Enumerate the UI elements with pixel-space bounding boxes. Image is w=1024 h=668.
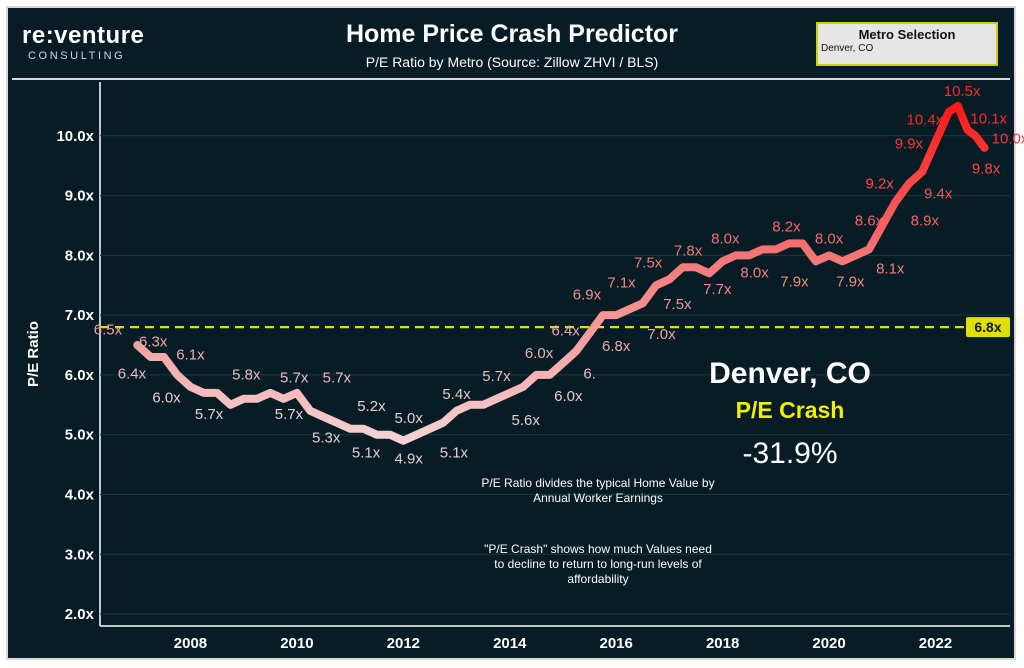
reference-line-label: 6.8x: [974, 319, 1001, 335]
data-label: 6.0x: [525, 345, 554, 362]
data-label: 6.5x: [94, 321, 123, 338]
y-tick-label: 6.0x: [65, 367, 95, 384]
data-label: 8.9x: [911, 212, 940, 229]
crash-label: P/E Crash: [735, 397, 845, 423]
data-label: 5.6x: [512, 412, 541, 429]
data-label: 6.0x: [554, 388, 583, 405]
data-label: 5.1x: [352, 444, 381, 461]
data-label: 7.5x: [663, 296, 692, 313]
data-label: 5.7x: [323, 370, 352, 387]
data-label: 7.7x: [703, 281, 732, 298]
x-tick-label: 2016: [600, 635, 633, 652]
data-label: 7.1x: [607, 275, 636, 292]
data-label: 7.5x: [634, 254, 663, 271]
explanation-note: "P/E Crash" shows how much Values need t…: [484, 542, 712, 586]
crash-value: -31.9%: [742, 437, 838, 470]
definition-note: P/E Ratio divides the typical Home Value…: [481, 476, 715, 505]
data-label: 10.5x: [944, 83, 981, 100]
metro-selection-value[interactable]: Denver, CO: [821, 43, 874, 54]
y-tick-label: 4.0x: [65, 486, 95, 503]
x-tick-label: 2020: [812, 635, 845, 652]
data-label: 4.9x: [394, 450, 423, 467]
header-divider: [12, 78, 1010, 80]
data-label: 6.0x: [152, 389, 181, 406]
data-label: 8.0x: [711, 230, 740, 247]
data-label: 8.1x: [876, 260, 905, 277]
data-label: 8.0x: [740, 265, 769, 282]
y-tick-label: 5.0x: [65, 427, 95, 444]
y-axis-label: P/E Ratio: [25, 321, 42, 387]
brand-name: re:venture: [22, 22, 145, 49]
x-tick-label: 2022: [919, 635, 952, 652]
metro-selection-dropdown[interactable]: Metro Selection Denver, CO: [816, 22, 998, 66]
x-tick-label: 2010: [280, 635, 313, 652]
data-label: 10.4x: [907, 111, 944, 128]
series-line: [133, 101, 989, 445]
brand-logo: re:venture CONSULTING: [22, 22, 145, 63]
brand-tagline: CONSULTING: [28, 50, 126, 62]
y-tick-label: 8.0x: [65, 247, 95, 264]
data-label: 6.4x: [118, 366, 147, 383]
data-label: 5.1x: [440, 444, 469, 461]
data-label: 9.9x: [895, 135, 924, 152]
data-label: 5.7x: [482, 368, 511, 385]
data-label: 5.7x: [195, 406, 224, 423]
page-title: Home Price Crash Predictor: [345, 20, 679, 48]
y-tick-label: 3.0x: [65, 546, 95, 563]
data-label: 10.0x: [992, 131, 1024, 148]
data-label: 5.4x: [442, 386, 471, 403]
data-label: 10.1x: [970, 110, 1007, 127]
x-tick-label: 2008: [174, 635, 207, 652]
crash-city-name: Denver, CO: [709, 357, 871, 390]
data-label: 6.4x: [551, 322, 580, 339]
data-label: 9.2x: [865, 175, 894, 192]
y-tick-label: 2.0x: [65, 606, 95, 623]
data-label: 8.6x: [855, 212, 884, 229]
data-label: 6.1x: [176, 346, 205, 363]
data-label: 5.8x: [232, 367, 261, 384]
y-tick-label: 10.0x: [56, 128, 94, 145]
metro-selection-title: Metro Selection: [858, 27, 956, 42]
data-label: 6.3x: [139, 333, 168, 350]
data-label: 5.0x: [394, 410, 423, 427]
data-label: 7.8x: [674, 242, 703, 259]
x-tick-label: 2012: [387, 635, 420, 652]
page-subtitle: P/E Ratio by Metro (Source: Zillow ZHVI …: [365, 54, 659, 70]
x-tick-label: 2014: [493, 635, 527, 652]
y-tick-label: 7.0x: [65, 307, 95, 324]
data-label: 5.7x: [275, 406, 304, 423]
x-tick-label: 2018: [706, 635, 739, 652]
y-tick-label: 9.0x: [65, 188, 95, 205]
data-label: 6.: [583, 366, 596, 383]
data-label: 5.7x: [280, 370, 309, 387]
data-label: 9.8x: [972, 160, 1001, 177]
data-label: 9.4x: [924, 186, 953, 203]
data-label: 7.9x: [836, 273, 865, 290]
reference-line-badge: 6.8x: [966, 317, 1010, 338]
data-label: 6.8x: [602, 338, 631, 355]
data-label: 8.0x: [815, 230, 844, 247]
data-label: 5.2x: [357, 398, 386, 415]
data-label: 5.3x: [312, 429, 341, 446]
chart-frame: [6, 6, 1016, 660]
data-label: 7.0x: [647, 326, 676, 343]
data-label: 6.9x: [573, 287, 602, 304]
data-label: 8.2x: [772, 218, 801, 235]
data-label: 7.9x: [780, 273, 809, 290]
